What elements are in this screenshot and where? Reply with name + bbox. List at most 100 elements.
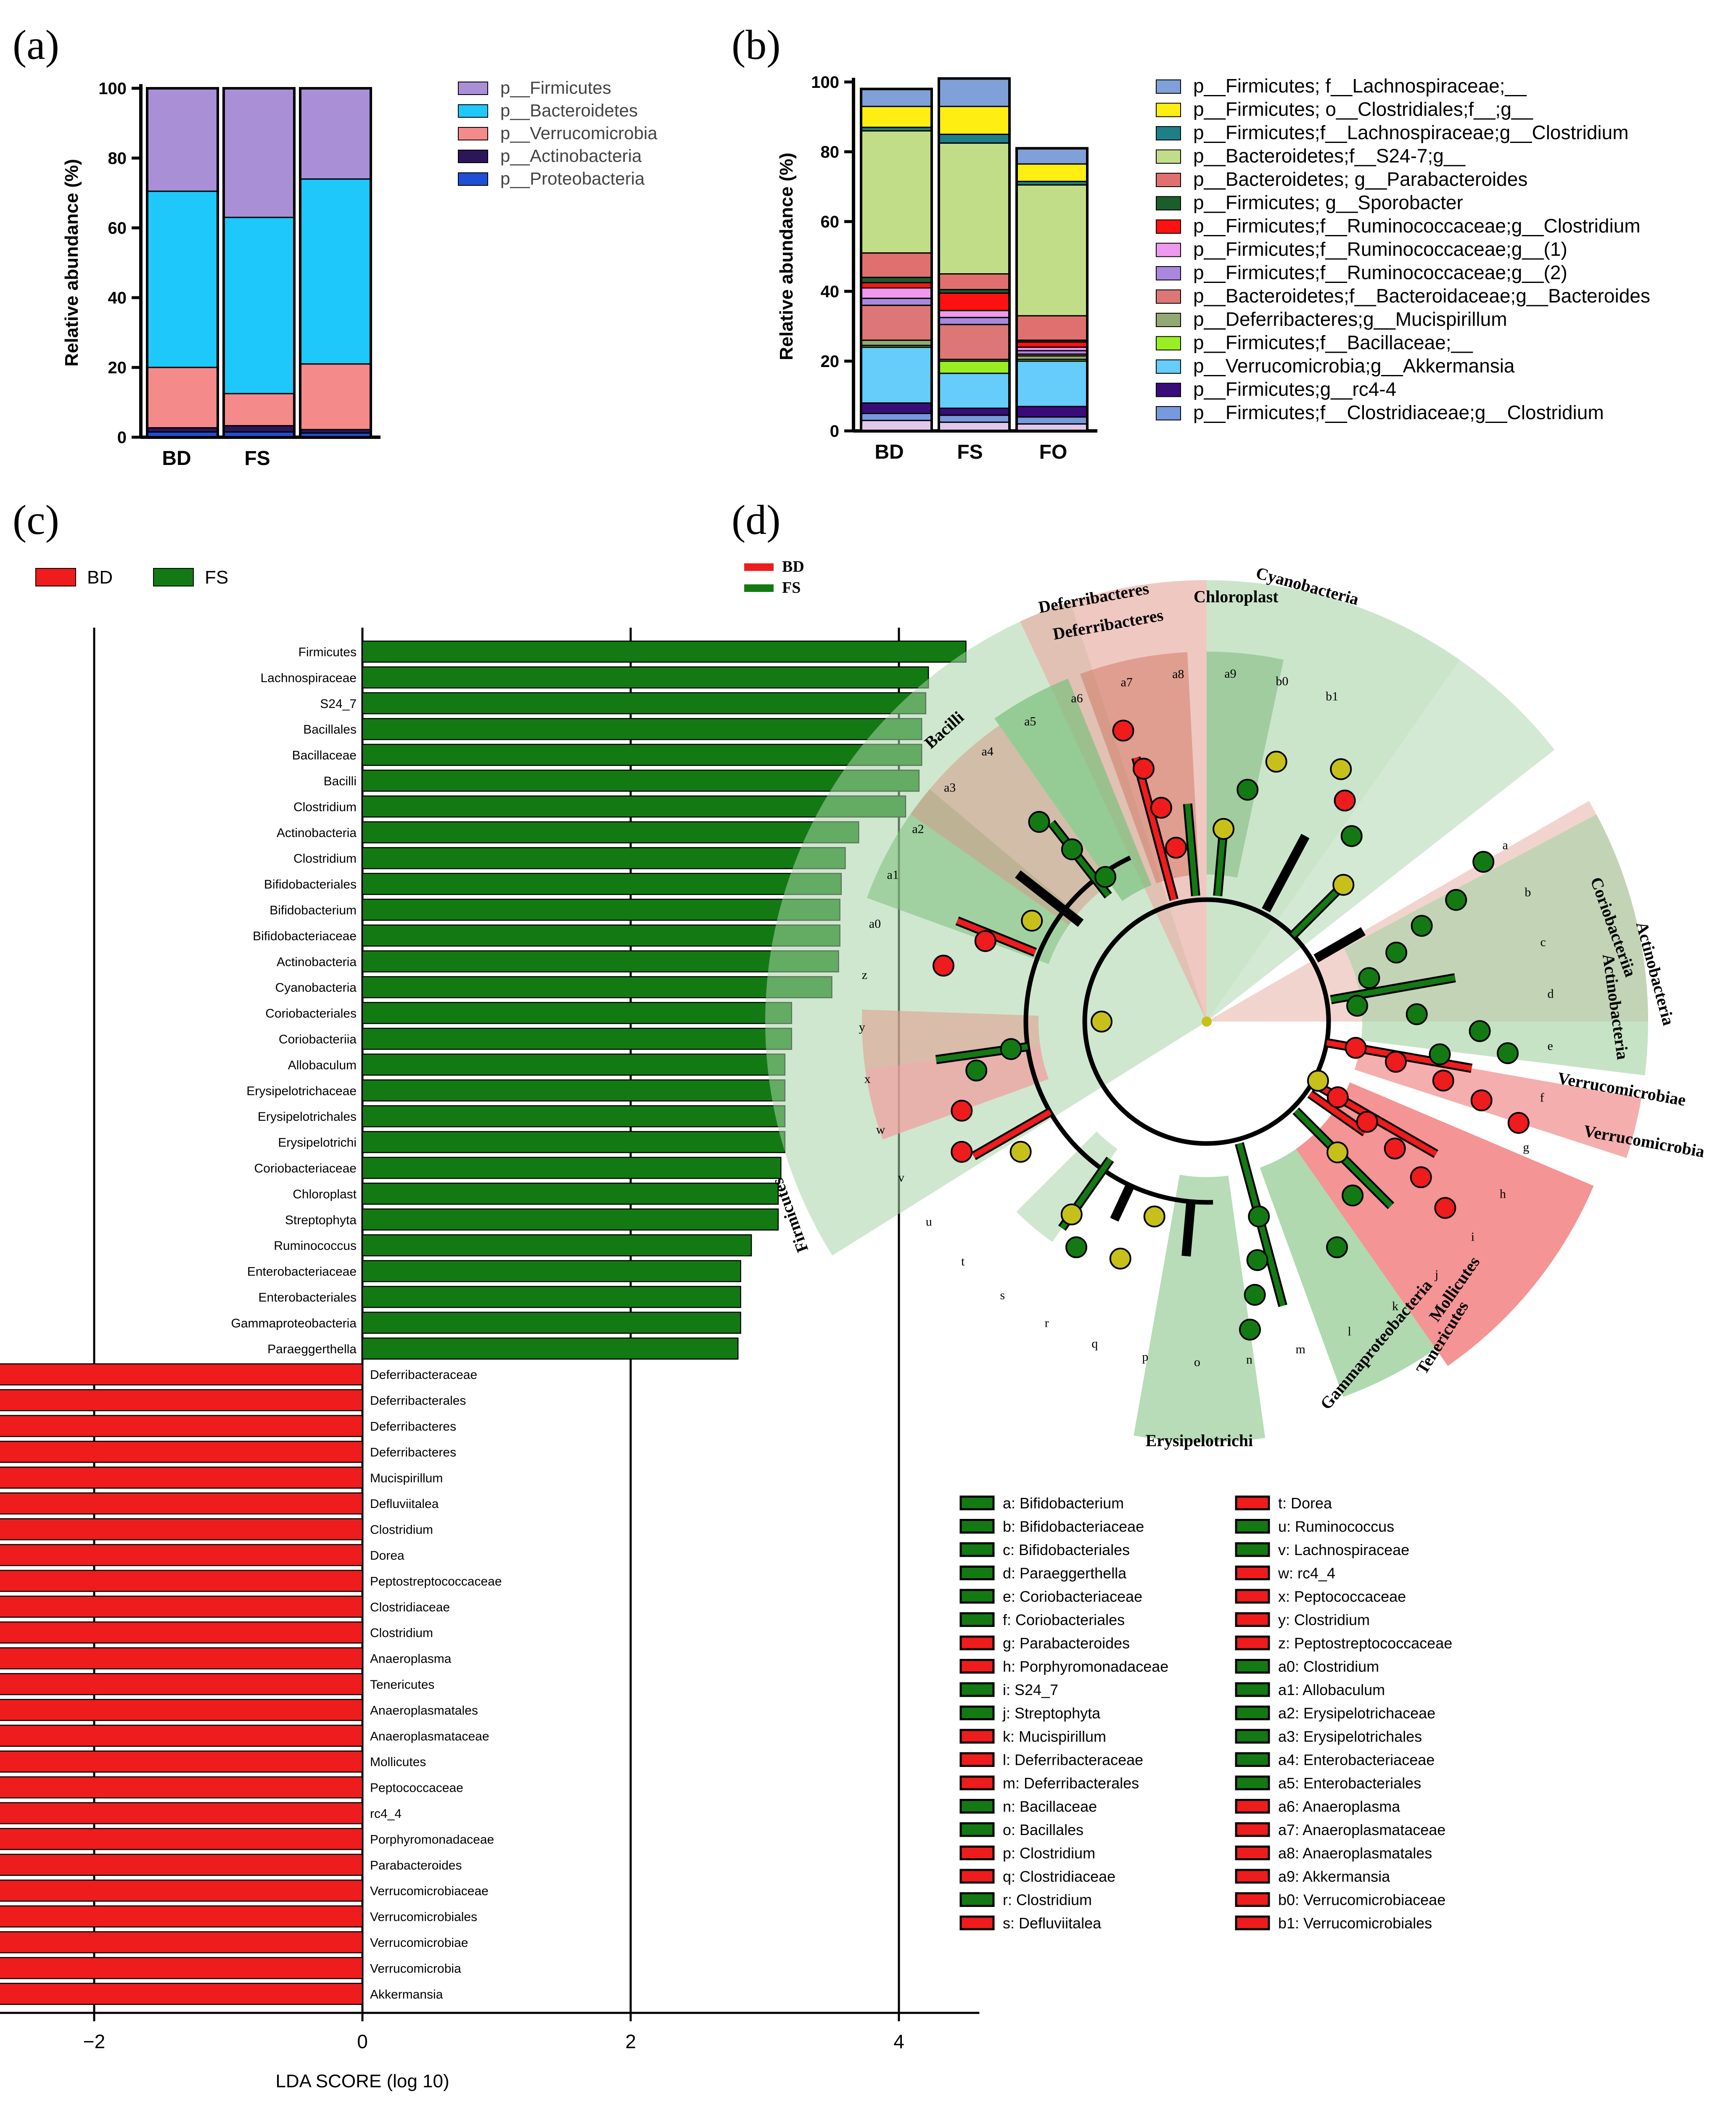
legend-label: FS [205, 567, 228, 588]
key-entry: y: Clostridium [1278, 1611, 1370, 1629]
lda-bar [0, 1673, 363, 1695]
lda-bar [0, 1699, 363, 1721]
lda-bar [0, 1750, 363, 1773]
lda-bar [362, 1312, 741, 1334]
key-swatch [1235, 1729, 1270, 1744]
lda-bar [362, 769, 920, 792]
bar-segment [299, 178, 372, 365]
legend-swatch [1156, 406, 1181, 420]
cladogram-node [1432, 1069, 1454, 1092]
key-swatch [959, 1682, 995, 1697]
legend-swatch [1156, 103, 1181, 117]
lda-bar [0, 1983, 363, 2005]
branch [1263, 834, 1308, 912]
legend-label: p__Firmicutes;f__Ruminococcaceae;g__(2) [1193, 261, 1567, 283]
key-swatch [959, 1706, 995, 1720]
lda-bar [0, 1647, 363, 1669]
key-swatch [959, 1589, 995, 1604]
panel-d-cladogram: FirmicutesBacilliDeferribacteresDeferrib… [744, 558, 1706, 1932]
bar-segment [1016, 163, 1088, 182]
lda-bar [362, 744, 922, 766]
cladogram-ring-inner [1082, 897, 1331, 1146]
lda-bar [0, 1415, 363, 1437]
bar-segment [938, 360, 1010, 374]
node-letter: a4 [982, 745, 994, 758]
lda-bar-label: Porphyromonadaceae [370, 1833, 494, 1846]
y-tick-label: 40 [821, 283, 840, 301]
key-swatch [1235, 1589, 1270, 1604]
lda-bar-label: Parabacteroides [370, 1859, 462, 1872]
bar-segment [223, 425, 295, 433]
bar-segment [938, 292, 1010, 312]
clade-label: Erysipelotrichi [1146, 1431, 1253, 1450]
legend-swatch [458, 104, 488, 118]
clade-wedge-peptostreptococcaceae [865, 1045, 1049, 1140]
bar-segment [1016, 341, 1088, 348]
x-category-label: BD [875, 441, 904, 463]
cladogram-node [1342, 1184, 1364, 1207]
cladogram-node [1384, 1137, 1406, 1159]
legend-label: p__Verrucomicrobia;g__Akkermansia [1193, 355, 1515, 377]
lda-bar [362, 1105, 786, 1128]
y-tick-label: 0 [830, 422, 839, 441]
x-tick-label: −2 [83, 2031, 105, 2052]
bar-segment [938, 372, 1010, 409]
legend-swatch [1156, 79, 1181, 94]
key-entry: a0: Clostridium [1278, 1658, 1379, 1675]
lda-bar-label: Actinobacteria [277, 955, 357, 969]
bar-segment [223, 87, 295, 218]
branch [1112, 1184, 1133, 1221]
legend-label: p__Firmicutes;f__Ruminococcaceae;g__(1) [1193, 238, 1567, 260]
node-letter: a6 [1071, 691, 1083, 705]
node-letter: a8 [1172, 667, 1184, 681]
key-entry: s: Defluviitalea [1003, 1915, 1102, 1932]
bar-segment [860, 282, 933, 289]
legend-label: p__Firmicutes;f__Clostridiaceae;g__Clost… [1193, 401, 1604, 423]
lda-bar-label: Bacilli [324, 774, 357, 788]
bar-segment [860, 413, 933, 421]
clade-wedge-verrucomicrobia [1354, 1048, 1642, 1158]
cladogram-node [1332, 874, 1355, 896]
bar-segment [860, 88, 933, 107]
lda-bar [362, 1002, 793, 1024]
legend-swatch [744, 563, 774, 571]
y-tick-label: 80 [108, 149, 127, 168]
clade-wedge-peptococcaceae [862, 1009, 1040, 1070]
lda-bar-label: Dorea [370, 1549, 404, 1563]
lda-bar-label: Actinobacteria [277, 826, 357, 840]
lda-bar [362, 1027, 793, 1050]
cladogram-node [1065, 1236, 1087, 1258]
lda-bar-label: S24_7 [320, 697, 357, 711]
x-category-label: FS [957, 441, 983, 463]
bar-outline [222, 87, 296, 438]
lda-bar [362, 924, 840, 947]
key-swatch [1235, 1706, 1270, 1720]
lda-bar-label: Allobaculum [288, 1058, 357, 1072]
node-letter: a3 [944, 781, 956, 795]
key-entry: m: Deferribacterales [1003, 1775, 1139, 1792]
cladogram-node [951, 1100, 973, 1122]
lda-bar [0, 1854, 363, 1876]
lda-bar-label: Enterobacteriaceae [247, 1265, 357, 1279]
lda-bar [0, 1389, 363, 1411]
y-tick-label: 40 [108, 289, 127, 307]
branch [1314, 929, 1365, 961]
branch [1185, 803, 1199, 896]
lda-bar-label: Mucispirillum [370, 1471, 443, 1485]
key-entry: a9: Akkermansia [1278, 1868, 1390, 1885]
key-swatch [1235, 1519, 1270, 1534]
lda-bar [362, 692, 927, 715]
bar-segment [938, 421, 1010, 432]
lda-bar-label: Deferribacteres [370, 1420, 456, 1434]
legend-label: p__Actinobacteria [500, 146, 642, 166]
node-letter: b1 [1326, 689, 1338, 703]
clade-label: Chloroplast [1194, 587, 1279, 606]
cladogram-node [1385, 1051, 1407, 1073]
key-entry: d: Paraeggerthella [1003, 1565, 1127, 1582]
y-tick-label: 60 [821, 213, 840, 231]
node-letter: a1 [887, 868, 899, 882]
bar-segment [860, 339, 933, 346]
cladogram-node [1445, 889, 1467, 911]
key-entry: e: Coriobacteriaceae [1003, 1588, 1142, 1605]
